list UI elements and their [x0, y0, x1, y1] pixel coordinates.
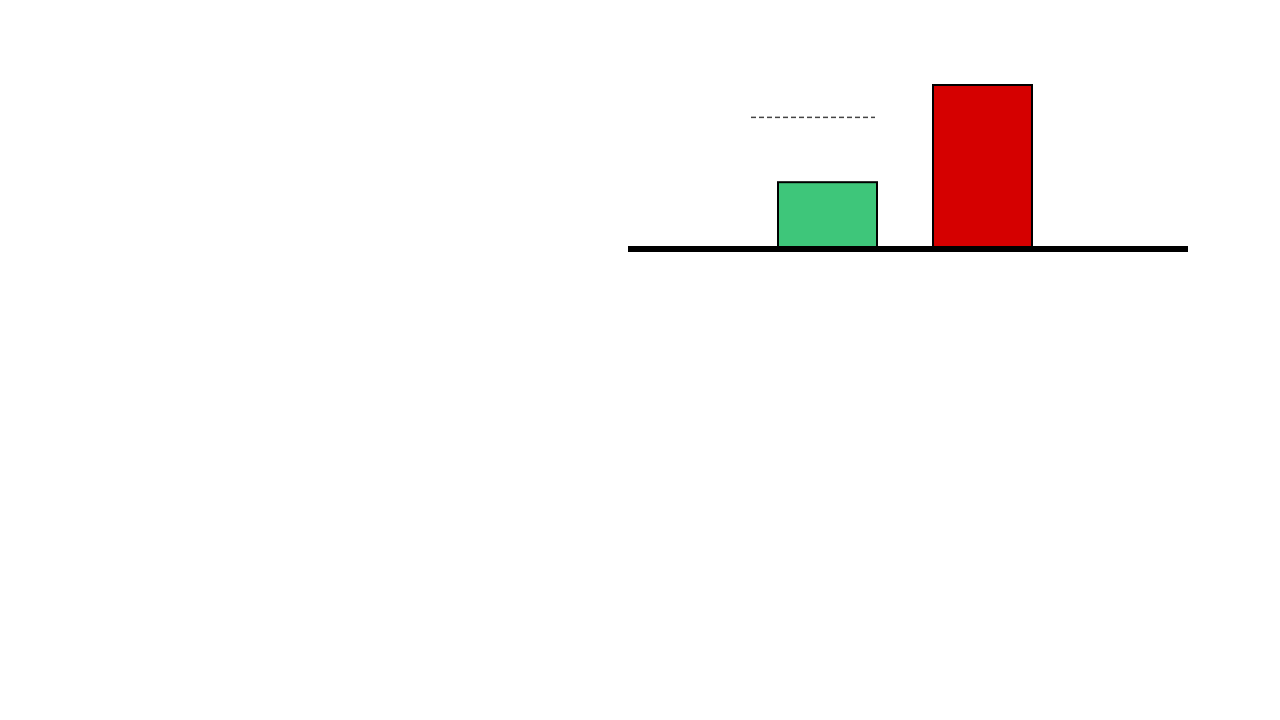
bars-layer: [777, 84, 1033, 248]
bar-2: [932, 84, 1033, 248]
bar-1: [777, 181, 878, 248]
